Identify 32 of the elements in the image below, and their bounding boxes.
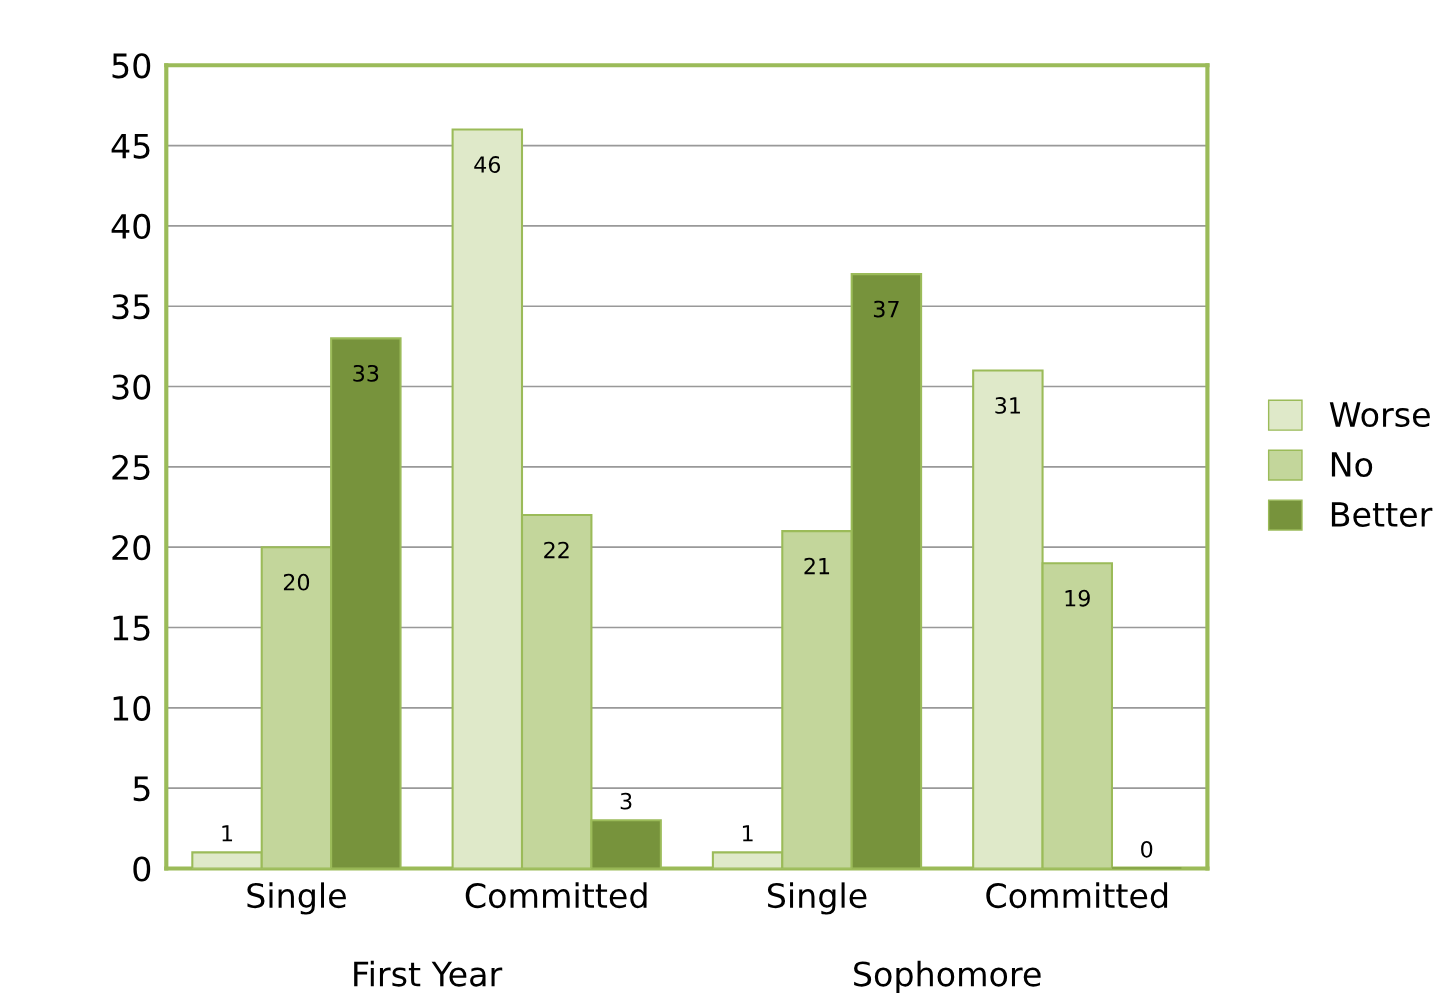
y-tick-label: 35 — [112, 294, 150, 320]
x-tick-label: Single — [767, 882, 867, 915]
x-tick-label: Single — [247, 882, 346, 915]
y-tick-label: 45 — [111, 133, 150, 159]
data-label: 37 — [873, 300, 899, 318]
y-tick-label: 0 — [133, 856, 151, 882]
legend-label: Worse — [1329, 402, 1430, 428]
y-tick-label: 10 — [113, 695, 151, 721]
data-label: 21 — [804, 557, 830, 575]
data-label: 22 — [544, 541, 569, 559]
x-tick-label: Committed — [465, 882, 647, 909]
data-label: 31 — [995, 397, 1020, 414]
data-label: 19 — [1065, 589, 1090, 607]
data-label: 46 — [474, 156, 501, 173]
data-label: 33 — [353, 364, 379, 382]
y-tick-label: 50 — [112, 53, 151, 79]
data-label: 3 — [620, 792, 632, 810]
y-tick-label: 40 — [111, 213, 151, 240]
data-label: 0 — [1141, 840, 1153, 858]
text: Sophomore — [854, 960, 1041, 994]
y-tick-label: 30 — [112, 374, 151, 400]
legend-label: Better — [1331, 502, 1433, 527]
y-tick-label: 5 — [133, 776, 150, 802]
data-label: 1 — [222, 825, 233, 842]
x-tick-label: Committed — [986, 882, 1168, 909]
data-label: 1 — [742, 825, 753, 842]
y-tick-label: 25 — [112, 454, 150, 480]
data-label: 20 — [283, 573, 310, 591]
y-tick-label: 20 — [112, 535, 151, 561]
y-tick-label: 15 — [113, 615, 150, 641]
legend-label: No — [1331, 452, 1373, 478]
text: First Year — [354, 960, 503, 987]
